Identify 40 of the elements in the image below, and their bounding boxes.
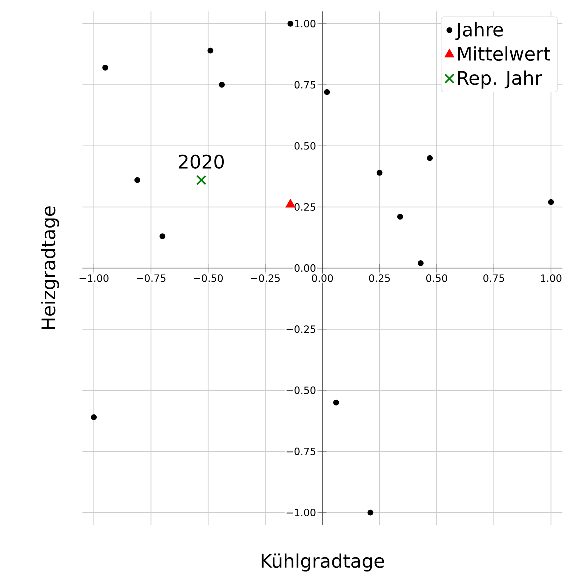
- point: [286, 200, 296, 208]
- point: [196, 175, 207, 186]
- point: [134, 177, 140, 184]
- x-tick-label: 0.00: [312, 274, 334, 282]
- legend-label: Rep. Jahr: [458, 70, 542, 89]
- y-tick-label: 1.00: [295, 20, 316, 28]
- x-tick-label: 0.75: [484, 274, 504, 282]
- point: [160, 234, 166, 240]
- y-tick-label: −0.75: [286, 448, 316, 456]
- x-tick-label: 0.25: [369, 274, 390, 282]
- y-tick-label: 0.00: [294, 264, 316, 272]
- point: [208, 48, 214, 54]
- y-axis-title: Heizgradtage: [41, 206, 60, 330]
- y-tick-label: 0.75: [294, 81, 316, 89]
- legend-label: Jahre: [456, 22, 504, 40]
- x-tick-label: 0.50: [426, 274, 448, 282]
- y-tick-label: 0.50: [294, 142, 316, 150]
- point: [333, 400, 340, 406]
- x-axis-title: Kühlgradtage: [262, 554, 384, 572]
- y-tick-label: 0.25: [294, 203, 316, 212]
- point: [427, 155, 434, 162]
- x-tick-label: 1.00: [541, 274, 562, 282]
- y-tick-label: −0.25: [286, 326, 316, 334]
- y-tick-label: −1.00: [286, 508, 316, 517]
- point: [288, 20, 294, 27]
- x-tick-label: −0.25: [251, 274, 280, 282]
- point: [397, 214, 404, 220]
- point: [102, 64, 108, 71]
- x-tick-label: −1.00: [80, 274, 109, 282]
- legend-label: Mittelwert: [458, 46, 550, 62]
- point: [91, 414, 98, 420]
- x-tick-label: −0.75: [136, 274, 166, 282]
- x-tick-label: −0.50: [194, 274, 224, 282]
- point: [368, 510, 374, 516]
- point: [376, 170, 383, 176]
- point: [324, 89, 330, 96]
- point: [418, 260, 424, 266]
- y-tick-label: −0.50: [286, 386, 316, 394]
- point: [219, 82, 226, 88]
- annotation: 2020: [179, 154, 224, 169]
